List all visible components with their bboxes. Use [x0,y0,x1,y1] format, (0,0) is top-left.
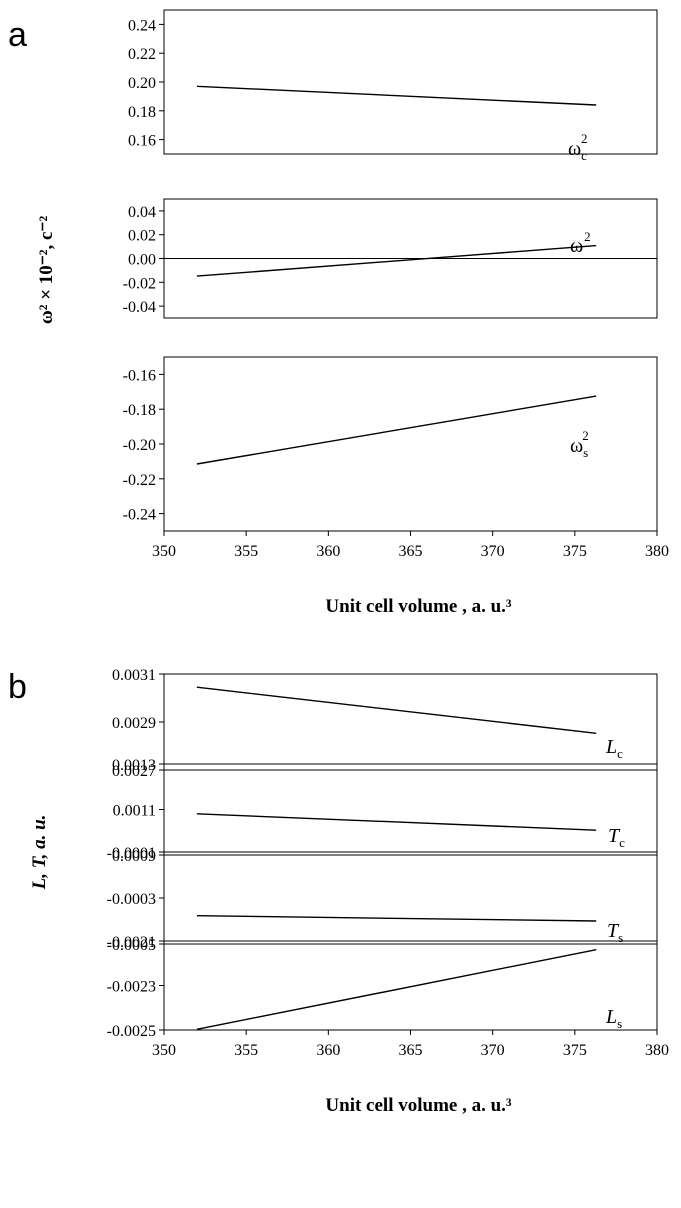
y-tick-label: -0.16 [123,367,156,384]
x-tick-label: 365 [399,1042,423,1059]
y-tick-label: 0.18 [128,104,156,121]
y-tick-label: 0.00 [128,252,156,269]
y-tick-label: -0.22 [123,472,156,489]
series-label: ωs2 [570,428,589,460]
y-tick-label: 0.0011 [113,803,156,820]
x-axis-title: Unit cell volume , a. u.³ [325,596,511,617]
series-line [196,244,597,277]
x-tick-label: 355 [234,1042,258,1059]
y-tick-label: 0.0027 [112,763,156,780]
series-line [196,85,597,106]
x-tick-label: 375 [563,543,587,560]
x-tick-label: 365 [399,543,423,560]
subplot-a-2: 0.04 0.02 0.00 -0.02 -0.04 ω2 [123,198,658,319]
series-label: Ts [607,920,623,945]
x-tick-label: 370 [481,1042,505,1059]
y-tick-label: -0.24 [123,507,156,524]
x-axis-title: Unit cell volume , a. u.³ [325,1095,511,1116]
y-tick-label: 0.0029 [112,715,156,732]
y-tick-label: 0.0013 [112,757,156,774]
subplot-b-3: -0.0001 -0.0003 -0.0005 Ts [107,845,658,954]
x-tick-label: 360 [316,543,340,560]
plot-frame [163,673,658,771]
series-line [196,686,597,734]
y-tick-label: -0.04 [123,299,156,316]
subplot-a-3: -0.16 -0.18 -0.20 -0.22 -0.24 ωs2 [123,356,658,532]
x-tick-label: 375 [563,1042,587,1059]
series-line [196,395,597,465]
subplot-b-4: -0.0021 -0.0023 -0.0025 Ls [107,934,658,1040]
y-tick-label: 0.04 [128,204,156,221]
x-tick-label: 355 [234,543,258,560]
plot-frame [163,851,658,945]
plot-frame [163,940,658,1031]
y-tick-label: -0.0023 [107,979,156,996]
y-tick-label: 0.16 [128,133,156,150]
panel-letter-b: b [8,668,27,706]
series-line [196,915,597,922]
series-line [196,949,597,1030]
y-tick-label: 0.0031 [112,667,156,684]
x-tick-label: 350 [152,543,176,560]
series-line [196,813,597,831]
series-label: ωc2 [568,131,587,163]
x-tick-label: 370 [481,543,505,560]
panel-letter-a: a [8,16,27,54]
x-tick-label: 350 [152,1042,176,1059]
y-tick-label: -0.0005 [107,937,156,954]
y-tick-label: 0.02 [128,228,156,245]
x-tick-label: 380 [645,543,669,560]
y-tick-label: 0.20 [128,75,156,92]
panel-a: a 0.24 0.22 0.20 0.18 0.16 ωc2 0.04 0.02 0.00 -0.0… [8,9,669,617]
series-label: Lc [605,736,623,761]
y-tick-label: 0.0009 [112,848,156,865]
y-tick-label: -0.18 [123,402,156,419]
y-tick-label: -0.0001 [107,845,156,862]
subplot-b-1: 0.0031 0.0029 0.0027 Lc [112,667,658,780]
subplot-b-2: 0.0013 0.0011 0.0009 Tc [112,757,658,865]
y-tick-label: -0.20 [123,437,156,454]
y-tick-label: -0.02 [123,275,156,292]
x-tick-label: 380 [645,1042,669,1059]
series-label: ω2 [570,229,591,257]
series-label: Ls [605,1006,622,1031]
y-tick-label: 0.22 [128,46,156,63]
y-tick-label: -0.0021 [107,934,156,951]
y-tick-label: -0.0003 [107,891,156,908]
subplot-a-1: 0.24 0.22 0.20 0.18 0.16 ωc2 [128,9,658,163]
x-tick-label: 360 [316,1042,340,1059]
plot-frame [163,763,658,856]
y-axis-title: ω² × 10⁻², c⁻² [36,216,57,325]
series-label: Tc [608,825,625,850]
y-tick-label: 0.24 [128,17,156,34]
panel-b: b 0.0031 0.0029 0.0027 Lc 0.0013 0.0011 0.0009 T… [8,667,669,1116]
y-tick-label: -0.0025 [107,1023,156,1040]
y-axis-title: L, T, a. u. [29,815,50,891]
